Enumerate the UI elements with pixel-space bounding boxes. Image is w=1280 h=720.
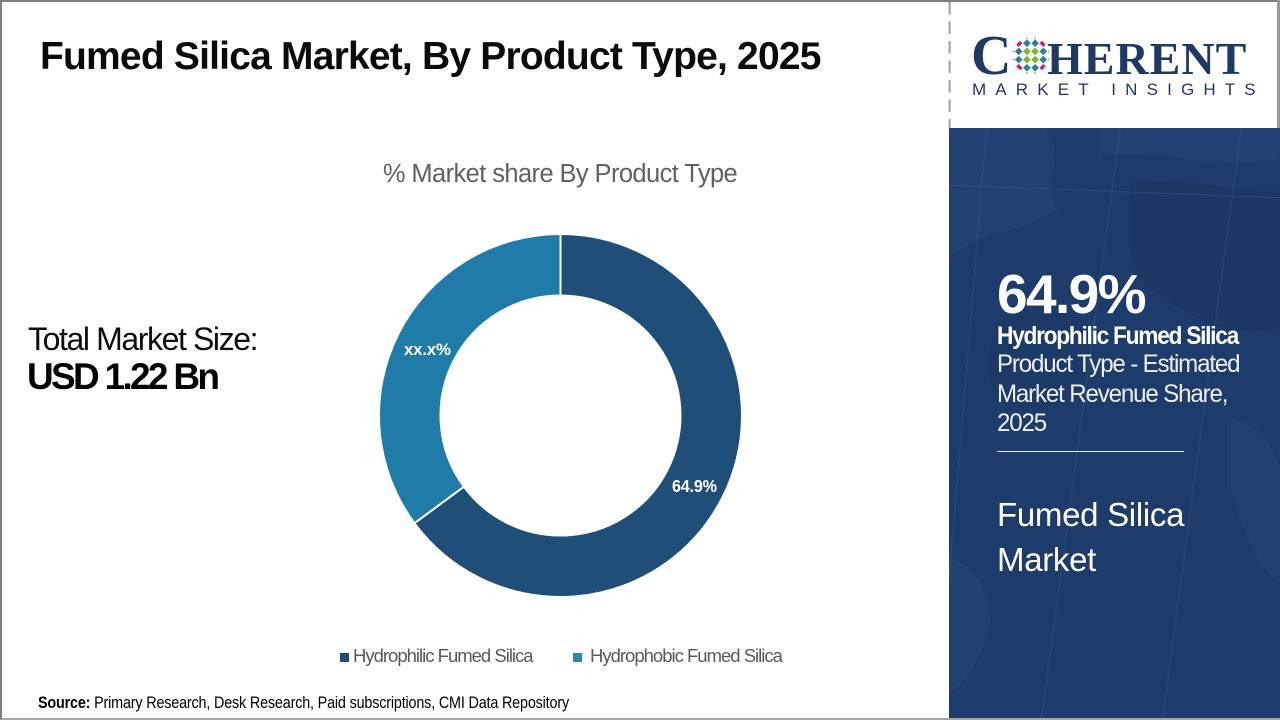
svg-text:HERENT: HERENT <box>1047 33 1247 84</box>
svg-text:C: C <box>971 25 1011 87</box>
svg-text:MARKET INSIGHTS: MARKET INSIGHTS <box>972 80 1265 99</box>
